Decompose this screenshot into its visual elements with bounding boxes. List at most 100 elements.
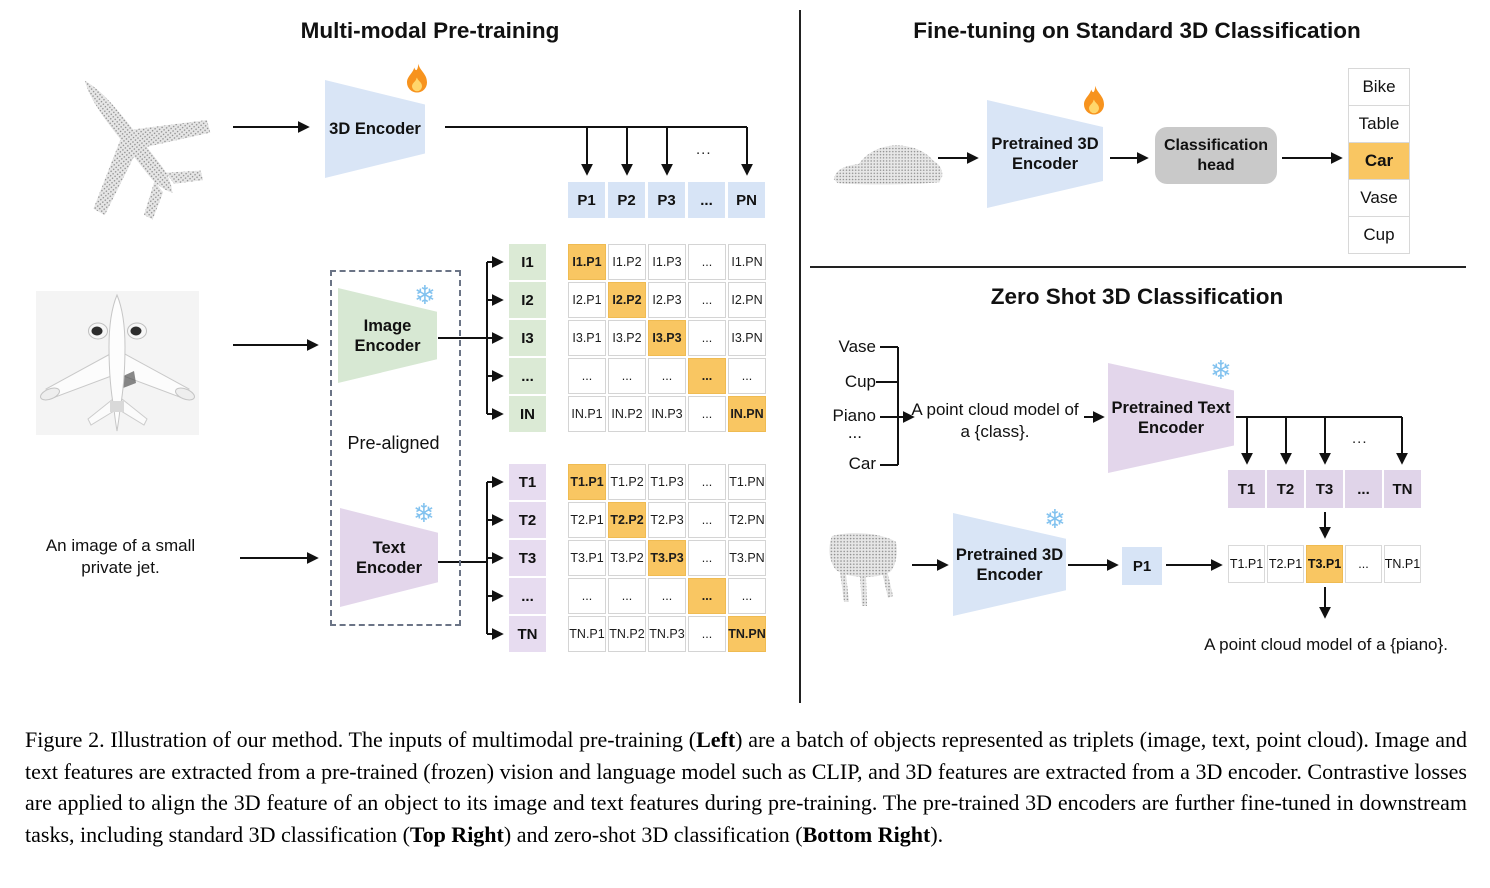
ellipsis: ...: [696, 141, 712, 158]
i-box: I3: [509, 320, 546, 356]
matrix-cell: I1.P1: [568, 244, 606, 280]
zeroshot-class-word: Cup: [844, 372, 876, 391]
left-panel-title: Multi-modal Pre-training: [300, 18, 560, 43]
p-box: PN: [728, 182, 765, 218]
matrix-cell: ...: [688, 502, 726, 538]
input-caption-text: An image of a small private jet.: [28, 535, 213, 579]
class-item: Vase: [1349, 180, 1409, 217]
matrix-cell: ...: [688, 358, 726, 394]
matrix-cell: ...: [608, 578, 646, 614]
matrix-cell: ...: [688, 282, 726, 318]
similarity-cell: TN.P1: [1384, 545, 1421, 583]
text-encoder-label-line1: Text: [372, 538, 406, 557]
matrix-cell: I1.P2: [608, 244, 646, 280]
pretrained-3d-label-line1: Pretrained 3D: [991, 135, 1099, 153]
t-box: T3: [509, 540, 546, 576]
pretrained-3d-zs-label-line2: Encoder: [976, 565, 1043, 584]
matrix-cell: I1.P3: [648, 244, 686, 280]
class-item-predicted: Car: [1349, 143, 1409, 180]
matrix-cell: T2.PN: [728, 502, 766, 538]
input-caption-line1: An image of a small: [45, 536, 196, 555]
pretrained-text-label-line2: Encoder: [1137, 419, 1205, 437]
matrix-cell: IN.P1: [568, 396, 606, 432]
image-point-similarity-matrix: I1.P1 I1.P2 I1.P3 ... I1.PN I2.P1 I2.P2 …: [568, 244, 766, 432]
matrix-cell: T1.P1: [568, 464, 606, 500]
pretrained-3d-zs-label-line1: Pretrained 3D: [955, 545, 1064, 564]
matrix-cell: I1.PN: [728, 244, 766, 280]
caption-bold: Top Right: [409, 821, 504, 847]
pre-aligned-label: Pre-aligned: [347, 433, 440, 453]
snowflake-icon: ❄: [413, 498, 435, 528]
i-box: I2: [509, 282, 546, 318]
pretrained-text-label-line1: Pretrained Text: [1111, 399, 1231, 417]
prompt-line1: A point cloud model of: [911, 400, 1079, 419]
caption-text: ) and zero-shot 3D classification (: [503, 821, 803, 847]
classification-head-line2: head: [1197, 156, 1235, 174]
matrix-cell: I3.P3: [648, 320, 686, 356]
caption-bold: Left: [696, 727, 736, 752]
matrix-cell: I2.P2: [608, 282, 646, 318]
matrix-cell: I3.PN: [728, 320, 766, 356]
airplane-photo: [36, 291, 199, 435]
similarity-cell-max: T3.P1: [1306, 545, 1343, 583]
matrix-cell: TN.PN: [728, 616, 766, 652]
matrix-cell: TN.P2: [608, 616, 646, 652]
figure-caption: Figure 2. Illustration of our method. Th…: [25, 724, 1467, 850]
text-point-similarity-matrix: T1.P1 T1.P2 T1.P3 ... T1.PN T2.P1 T2.P2 …: [568, 464, 766, 652]
matrix-cell: IN.P2: [608, 396, 646, 432]
finetune-panel-title: Fine-tuning on Standard 3D Classificatio…: [913, 18, 1361, 43]
fire-icon: [407, 63, 427, 93]
matrix-cell: ...: [648, 578, 686, 614]
snowflake-icon: ❄: [414, 280, 436, 310]
vertical-divider: [799, 10, 801, 703]
class-item: Bike: [1349, 69, 1409, 106]
matrix-cell: ...: [688, 540, 726, 576]
fire-icon: [1084, 85, 1104, 115]
matrix-cell: TN.P3: [648, 616, 686, 652]
matrix-cell: ...: [688, 320, 726, 356]
class-item: Cup: [1363, 225, 1395, 244]
caption-text: ).: [930, 821, 944, 847]
similarity-cell: T1.P1: [1228, 545, 1265, 583]
classification-head-block: Classification head: [1155, 127, 1277, 184]
matrix-cell: T3.PN: [728, 540, 766, 576]
matrix-cell: ...: [568, 358, 606, 394]
zeroshot-class-word: ...: [847, 423, 862, 442]
i-box: IN: [509, 396, 546, 432]
matrix-cell: I2.P1: [568, 282, 606, 318]
similarity-cell: T2.P1: [1267, 545, 1304, 583]
image-encoder-label-line2: Encoder: [354, 336, 421, 355]
t-box: T1: [1228, 470, 1265, 508]
matrix-cell: ...: [648, 358, 686, 394]
airplane-point-cloud: [28, 50, 228, 222]
similarity-cell: ...: [1345, 545, 1382, 583]
image-encoder-label-line1: Image: [363, 316, 412, 335]
zeroshot-panel-title: Zero Shot 3D Classification: [990, 284, 1284, 309]
text-encoder-label-line2: Encoder: [355, 558, 423, 577]
matrix-cell: IN.P3: [648, 396, 686, 432]
matrix-cell: ...: [688, 464, 726, 500]
t-box: TN: [509, 616, 546, 652]
matrix-cell: T1.PN: [728, 464, 766, 500]
matrix-cell: TN.P1: [568, 616, 606, 652]
car-point-cloud: [833, 145, 943, 185]
pre-aligned-box: [330, 270, 461, 626]
t-box: ...: [1345, 470, 1382, 508]
matrix-cell: T2.P1: [568, 502, 606, 538]
matrix-cell: T2.P3: [648, 502, 686, 538]
matrix-cell: T1.P2: [608, 464, 646, 500]
matrix-cell: T1.P3: [648, 464, 686, 500]
matrix-cell: T3.P1: [568, 540, 606, 576]
matrix-cell: I2.P3: [648, 282, 686, 318]
matrix-cell: ...: [688, 396, 726, 432]
matrix-cell: ...: [568, 578, 606, 614]
matrix-cell: ...: [608, 358, 646, 394]
p1-feature-box: P1: [1122, 547, 1162, 585]
caption-bold: Bottom Right: [802, 821, 931, 847]
t-box: T2: [509, 502, 546, 538]
p-box: P1: [568, 182, 605, 218]
i-box: ...: [509, 358, 546, 394]
t-box: T1: [509, 464, 546, 500]
image-encoder-block: Image Encoder: [338, 288, 437, 383]
matrix-cell: T3.P2: [608, 540, 646, 576]
